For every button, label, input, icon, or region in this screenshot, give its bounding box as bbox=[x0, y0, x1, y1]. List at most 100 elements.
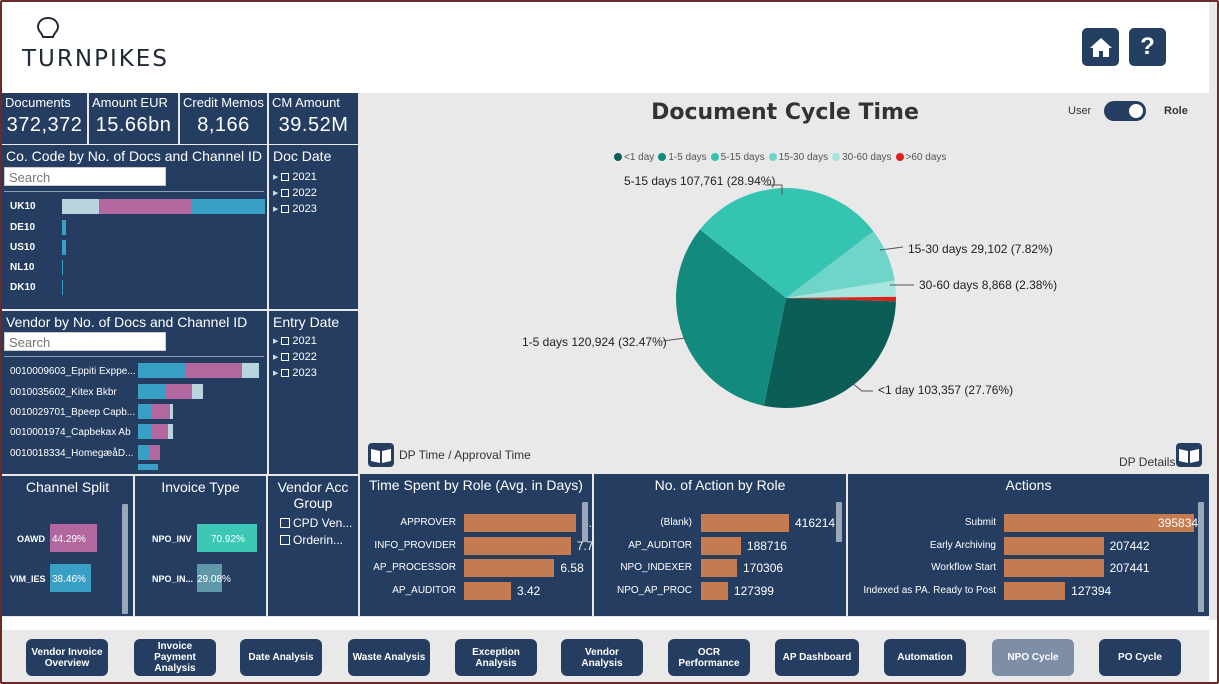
entry-date-2021[interactable]: ▶ 2021 bbox=[273, 335, 317, 347]
bar-segment[interactable] bbox=[62, 199, 99, 214]
checkbox[interactable] bbox=[281, 205, 290, 213]
home-button[interactable] bbox=[1082, 28, 1119, 66]
legend-item[interactable]: >60 days bbox=[895, 152, 946, 163]
entry-date-slicer: Entry Date ▶ 2021 ▶ 2022 ▶ 2023 bbox=[269, 311, 358, 474]
bar-segment[interactable] bbox=[62, 240, 66, 255]
dp-details-link[interactable]: DP Details bbox=[1119, 455, 1176, 469]
nav-automation[interactable]: Automation bbox=[884, 639, 966, 676]
bar-segment[interactable] bbox=[138, 404, 152, 419]
bar-segment[interactable] bbox=[150, 445, 160, 460]
checkbox[interactable] bbox=[280, 535, 290, 545]
bar-segment[interactable] bbox=[138, 424, 152, 439]
bar-segment[interactable] bbox=[191, 199, 265, 214]
pie-slice-1-5-days[interactable] bbox=[676, 229, 786, 406]
dp-details-book-icon[interactable] bbox=[1176, 443, 1202, 467]
bar-segment[interactable] bbox=[197, 524, 258, 552]
legend-dot bbox=[832, 153, 841, 161]
checkbox[interactable] bbox=[281, 337, 290, 345]
doc-date-2023[interactable]: ▶ 2023 bbox=[273, 203, 317, 215]
bar-segment[interactable] bbox=[138, 363, 185, 378]
bar[interactable] bbox=[1004, 514, 1194, 532]
bar[interactable] bbox=[464, 514, 576, 532]
actions-scrollbar[interactable] bbox=[1198, 502, 1204, 612]
pie-slice-5-15-days[interactable] bbox=[699, 188, 874, 298]
bar-segment[interactable] bbox=[170, 404, 173, 419]
doc-date-2021[interactable]: ▶ 2021 bbox=[273, 171, 317, 183]
vendor-acc-item-ordering[interactable]: Orderin... bbox=[280, 533, 343, 547]
nav-invoice-payment-analysis[interactable]: Invoice Payment Analysis bbox=[134, 639, 216, 676]
bar[interactable] bbox=[701, 514, 789, 532]
bar-segment[interactable] bbox=[62, 260, 63, 275]
bar-label: NPO_AP_PROC bbox=[616, 584, 692, 596]
channel-split-scrollbar[interactable] bbox=[122, 504, 128, 614]
nav-date-analysis[interactable]: Date Analysis bbox=[240, 639, 322, 676]
bar-segment[interactable] bbox=[99, 199, 191, 214]
bar[interactable] bbox=[1004, 559, 1104, 577]
bar-segment[interactable] bbox=[185, 363, 242, 378]
pie-slice--60-days[interactable] bbox=[786, 296, 896, 302]
bar-segment[interactable] bbox=[50, 564, 91, 592]
bar[interactable] bbox=[701, 559, 737, 577]
bar-value: 170306 bbox=[743, 561, 784, 575]
dp-time-link[interactable]: DP Time / Approval Time bbox=[399, 448, 531, 462]
nav-vendor-invoice-overview[interactable]: Vendor Invoice Overview bbox=[26, 639, 108, 676]
checkbox[interactable] bbox=[281, 189, 290, 197]
pie-slice-30-60-days[interactable] bbox=[786, 280, 896, 298]
time-by-role-scrollbar[interactable] bbox=[582, 502, 588, 542]
vendor-acc-item-cpd[interactable]: CPD Ven... bbox=[280, 516, 352, 530]
bar-value: 416214 bbox=[795, 516, 836, 530]
bar[interactable] bbox=[464, 559, 555, 577]
nav-waste-analysis[interactable]: Waste Analysis bbox=[348, 639, 430, 676]
nav-npo-cycle[interactable]: NPO Cycle bbox=[992, 639, 1074, 676]
bar-segment[interactable] bbox=[62, 280, 63, 295]
toggle-knob bbox=[1129, 104, 1143, 118]
bar[interactable] bbox=[701, 581, 728, 600]
legend-item[interactable]: 5-15 days bbox=[710, 152, 765, 163]
legend-item[interactable]: 15-30 days bbox=[768, 152, 828, 163]
actions-by-role-scrollbar[interactable] bbox=[836, 502, 842, 542]
bar-segment[interactable] bbox=[168, 424, 173, 439]
bar[interactable] bbox=[464, 581, 511, 600]
user-role-toggle[interactable] bbox=[1104, 101, 1146, 121]
bar[interactable] bbox=[464, 536, 571, 555]
pie-label: 5-15 days 107,761 (28.94%) bbox=[624, 174, 776, 188]
bar-segment[interactable] bbox=[138, 464, 158, 470]
nav-vendor-analysis[interactable]: Vendor Analysis bbox=[561, 639, 643, 676]
vendor-search-input[interactable]: Search bbox=[4, 332, 166, 351]
bar-segment[interactable] bbox=[166, 384, 192, 399]
bar-segment[interactable] bbox=[62, 220, 66, 235]
entry-date-2022[interactable]: ▶ 2022 bbox=[273, 351, 317, 363]
bar-segment[interactable] bbox=[138, 445, 150, 460]
bar[interactable] bbox=[701, 536, 741, 555]
bar-segment[interactable] bbox=[152, 404, 170, 419]
page-scrollbar[interactable] bbox=[1209, 2, 1217, 620]
help-button[interactable]: ? bbox=[1129, 28, 1166, 66]
bar-segment[interactable] bbox=[242, 363, 259, 378]
doc-date-2022[interactable]: ▶ 2022 bbox=[273, 187, 317, 199]
nav-exception-analysis[interactable]: Exception Analysis bbox=[455, 639, 537, 676]
nav-po-cycle[interactable]: PO Cycle bbox=[1099, 639, 1181, 676]
nav-ocr-performance[interactable]: OCR Performance bbox=[668, 639, 750, 676]
pie-slice-15-30-days[interactable] bbox=[786, 231, 895, 298]
bar-segment[interactable] bbox=[197, 564, 222, 592]
bar[interactable] bbox=[1004, 536, 1104, 555]
bar-segment[interactable] bbox=[50, 524, 97, 552]
bar-label: (Blank) bbox=[660, 517, 692, 528]
dp-time-book-icon[interactable] bbox=[368, 443, 394, 467]
legend-item[interactable]: <1 day bbox=[614, 152, 654, 163]
legend-item[interactable]: 30-60 days bbox=[832, 152, 892, 163]
pie-slice--1-day[interactable] bbox=[763, 298, 896, 408]
checkbox[interactable] bbox=[281, 173, 290, 181]
legend-item[interactable]: 1-5 days bbox=[658, 152, 707, 163]
nav-ap-dashboard[interactable]: AP Dashboard bbox=[775, 639, 859, 676]
bar-segment[interactable] bbox=[192, 384, 203, 399]
entry-date-2023[interactable]: ▶ 2023 bbox=[273, 367, 317, 379]
checkbox[interactable] bbox=[280, 518, 290, 528]
bar[interactable] bbox=[1004, 581, 1066, 600]
checkbox[interactable] bbox=[281, 369, 290, 377]
bar-segment[interactable] bbox=[152, 424, 168, 439]
bar-segment[interactable] bbox=[138, 384, 166, 399]
checkbox[interactable] bbox=[281, 353, 290, 361]
co-code-search-input[interactable]: Search bbox=[4, 167, 166, 186]
actions-by-role-chart: No. of Action by Role (Blank) 416214 AP_AU… bbox=[594, 474, 846, 616]
